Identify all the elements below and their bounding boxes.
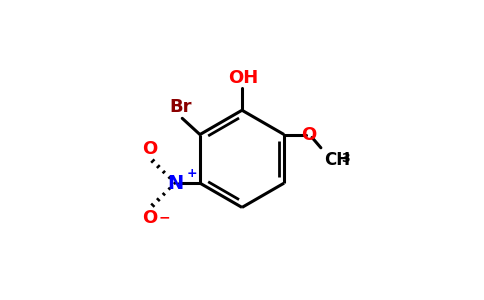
Text: O: O bbox=[142, 140, 157, 158]
Text: CH: CH bbox=[324, 151, 350, 169]
Text: O: O bbox=[302, 125, 317, 143]
Text: N: N bbox=[167, 174, 183, 193]
Text: −: − bbox=[159, 211, 170, 224]
Text: 3: 3 bbox=[341, 152, 349, 165]
Text: +: + bbox=[187, 167, 197, 180]
Text: Br: Br bbox=[169, 98, 192, 116]
Text: OH: OH bbox=[228, 69, 258, 87]
Text: O: O bbox=[142, 209, 157, 227]
